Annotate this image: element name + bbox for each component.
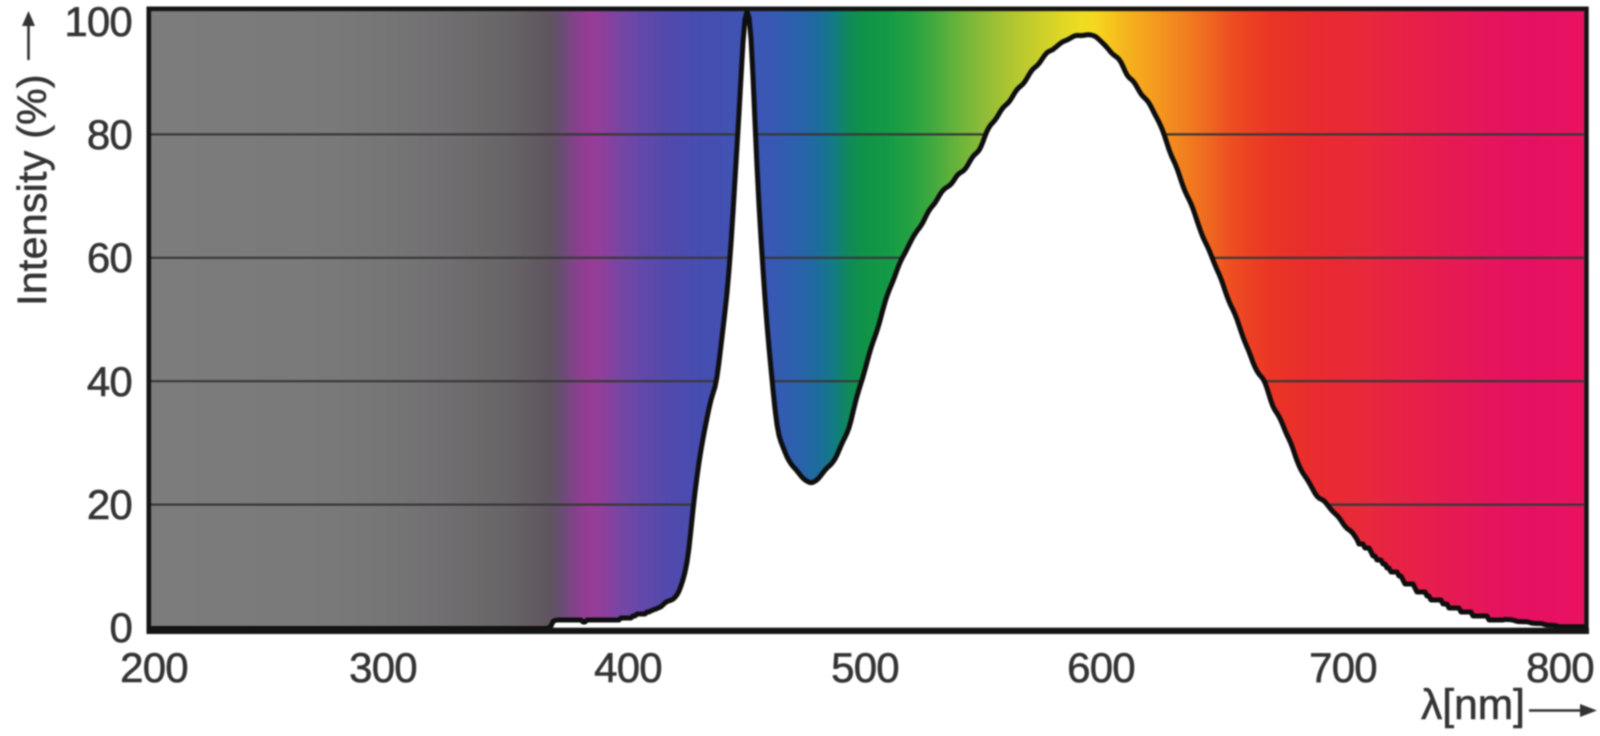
svg-text:700: 700: [1309, 644, 1377, 691]
svg-text:600: 600: [1067, 644, 1135, 691]
svg-text:300: 300: [349, 644, 417, 691]
svg-text:100: 100: [64, 0, 132, 45]
svg-text:60: 60: [87, 234, 132, 281]
svg-text:800: 800: [1526, 644, 1594, 691]
svg-text:200: 200: [120, 644, 188, 691]
svg-text:500: 500: [831, 644, 899, 691]
svg-text:40: 40: [87, 358, 132, 405]
svg-text:Intensity (%): Intensity (%): [9, 74, 55, 306]
svg-text:400: 400: [594, 644, 662, 691]
svg-text:λ[nm]: λ[nm]: [1421, 682, 1525, 729]
svg-text:20: 20: [87, 481, 132, 528]
svg-text:80: 80: [87, 111, 132, 158]
svg-text:0: 0: [109, 604, 132, 651]
